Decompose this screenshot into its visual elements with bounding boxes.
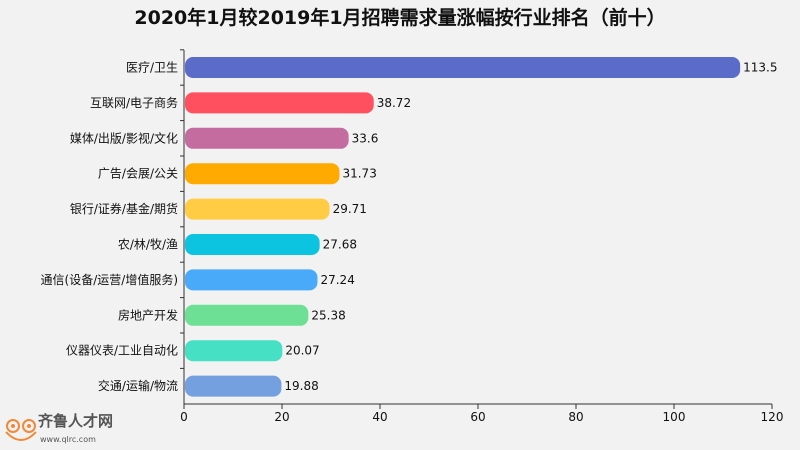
- bar: [185, 234, 320, 255]
- bar: [185, 375, 282, 397]
- category-label: 农/林/牧/渔: [118, 238, 178, 252]
- data-label: 31.73: [342, 167, 376, 181]
- category-label: 银行/证券/基金/期货: [70, 201, 178, 216]
- category-label: 交通/运输/物流: [98, 378, 178, 393]
- bar: [185, 304, 309, 326]
- data-label: 33.6: [352, 131, 379, 145]
- category-label: 互联网/电子商务: [90, 95, 178, 110]
- x-tick-label: 60: [470, 410, 485, 424]
- data-label: 25.38: [311, 308, 345, 322]
- x-tick-label: 40: [372, 410, 387, 424]
- category-label: 医疗/卫生: [126, 61, 178, 75]
- x-tick-label: 0: [180, 410, 188, 424]
- x-tick-label: 20: [274, 410, 289, 424]
- bar: [185, 127, 349, 149]
- chart-title: 2020年1月较2019年1月招聘需求量涨幅按行业排名（前十）: [134, 7, 666, 29]
- x-tick-label: 100: [663, 410, 686, 424]
- watermark-name: 齐鲁人才网: [38, 412, 114, 430]
- bar: [185, 340, 283, 362]
- data-label: 29.71: [333, 202, 367, 216]
- bar: [185, 269, 318, 291]
- bar: [185, 57, 741, 78]
- category-label: 广告/会展/公关: [98, 167, 178, 181]
- category-label: 房地产开发: [118, 307, 178, 322]
- data-label: 20.07: [285, 344, 319, 358]
- data-label: 27.68: [323, 238, 357, 252]
- frog-logo-icon: [5, 419, 37, 441]
- category-label: 通信(设备/运营/增值服务): [41, 272, 178, 287]
- category-label: 媒体/出版/影视/文化: [70, 130, 178, 145]
- bar: [185, 92, 374, 114]
- x-tick-label: 120: [761, 410, 784, 424]
- bar: [185, 163, 340, 185]
- data-label: 19.88: [284, 379, 318, 393]
- bar: [185, 198, 330, 220]
- data-label: 113.5: [743, 61, 777, 75]
- data-label: 38.72: [377, 96, 411, 110]
- category-label: 仪器仪表/工业自动化: [66, 344, 178, 358]
- data-label: 27.24: [320, 273, 354, 287]
- x-tick-label: 80: [568, 410, 583, 424]
- watermark-url: www.qlrc.com: [40, 435, 96, 444]
